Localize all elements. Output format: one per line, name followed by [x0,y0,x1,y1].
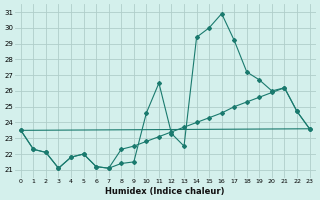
X-axis label: Humidex (Indice chaleur): Humidex (Indice chaleur) [106,187,225,196]
